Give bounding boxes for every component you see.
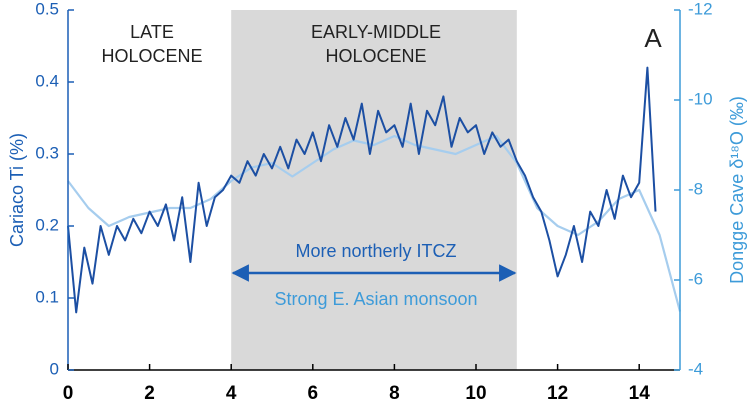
y-tick-label: 0.2 xyxy=(35,215,59,234)
y2-tick-label: -12 xyxy=(688,0,713,18)
x-tick-label: 0 xyxy=(63,383,74,404)
x-tick-label: 10 xyxy=(465,383,486,404)
annotation: EARLY-MIDDLE xyxy=(311,22,441,42)
data-line xyxy=(67,134,682,312)
annotation: HOLOCENE xyxy=(101,46,202,66)
annotation: More northerly ITCZ xyxy=(295,241,456,261)
y-tick-label: 0.5 xyxy=(35,0,59,18)
y-tick-label: 0.3 xyxy=(35,143,59,162)
x-tick-label: 6 xyxy=(308,383,319,404)
x-tick-label: 8 xyxy=(389,383,400,404)
y2-tick-label: -4 xyxy=(688,359,703,378)
y2-tick-label: -10 xyxy=(688,89,713,108)
shaded-region xyxy=(231,10,517,370)
x-tick-label: 14 xyxy=(629,383,651,404)
annotation: Strong E. Asian monsoon xyxy=(274,289,477,309)
x-tick-label: 12 xyxy=(547,383,568,404)
y-axis-label: Cariaco Ti (%) xyxy=(7,133,27,247)
x-tick-label: 2 xyxy=(144,383,155,404)
y-tick-label: 0.1 xyxy=(35,287,59,306)
y-tick-label: 0 xyxy=(50,359,59,378)
data-line xyxy=(67,66,657,314)
y2-tick-label: -8 xyxy=(688,179,703,198)
y2-tick-label: -6 xyxy=(688,269,703,288)
y-tick-label: 0.4 xyxy=(35,71,59,90)
y2-axis-label: Dongge Cave δ¹⁸O (‰) xyxy=(727,96,747,284)
annotation: HOLOCENE xyxy=(325,46,426,66)
annotation: LATE xyxy=(130,22,174,42)
annotation: A xyxy=(644,23,662,53)
x-tick-label: 4 xyxy=(226,383,237,404)
